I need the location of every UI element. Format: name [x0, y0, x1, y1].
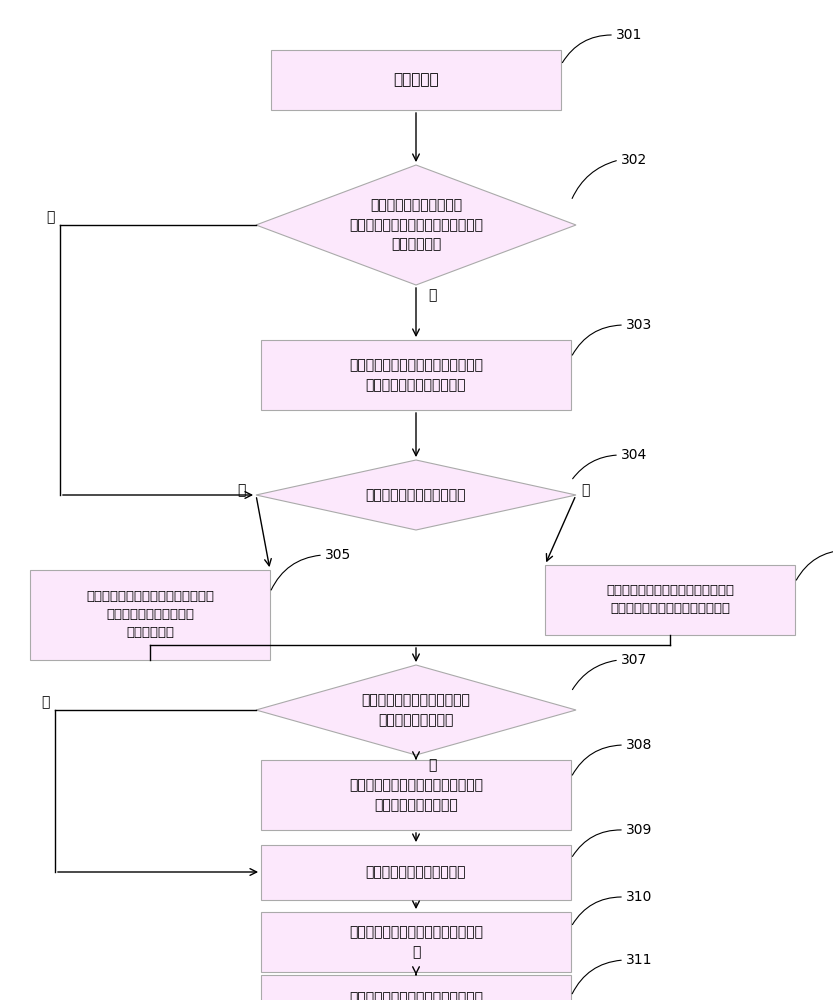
Text: 利用参考帧缓存中的短期参考帧对所
述视频帧进行编码，生成编码数据: 利用参考帧缓存中的短期参考帧对所 述视频帧进行编码，生成编码数据 [606, 584, 734, 615]
Text: 利用参考帧缓存中的生效长期参考帧
对所述视频帧进行编码，
生成编码数据: 利用参考帧缓存中的生效长期参考帧 对所述视频帧进行编码， 生成编码数据 [86, 590, 214, 640]
Text: 302: 302 [621, 153, 647, 167]
Text: 将所述长期参考帧反馈针对的待生效
的长期参考帧标记为生效的长期参考
帧: 将所述长期参考帧反馈针对的待生效 的长期参考帧标记为生效的长期参考 帧 [349, 991, 483, 1000]
Text: 判断所述视频帧是否被标记为
待生效的长期参考帧: 判断所述视频帧是否被标记为 待生效的长期参考帧 [362, 693, 471, 727]
Bar [30, 570, 270, 660]
Text: 303: 303 [626, 318, 652, 332]
Text: 301: 301 [616, 28, 642, 42]
Bar [261, 975, 571, 1000]
Text: 305: 305 [325, 548, 352, 562]
Bar [271, 50, 561, 110]
Text: 否: 否 [47, 210, 55, 224]
Bar [261, 760, 571, 830]
Text: 307: 307 [621, 653, 647, 667]
Bar [261, 340, 571, 410]
Text: 否: 否 [581, 483, 590, 497]
Text: 在所述编码数据中设置标示所述视频
帧为长期参考帧的信息: 在所述编码数据中设置标示所述视频 帧为长期参考帧的信息 [349, 778, 483, 812]
Text: 308: 308 [626, 738, 652, 752]
Text: 309: 309 [626, 823, 652, 837]
Text: 是: 是 [428, 288, 436, 302]
Text: 获取视频帧: 获取视频帧 [393, 73, 439, 88]
Polygon shape [256, 665, 576, 755]
Text: 接收来自所述解码端的长期参考帧反
馈: 接收来自所述解码端的长期参考帧反 馈 [349, 925, 483, 959]
Bar [261, 845, 571, 900]
Text: 310: 310 [626, 890, 652, 904]
Bar [261, 912, 571, 972]
Text: 向解码端发送所述编码数据: 向解码端发送所述编码数据 [366, 865, 466, 880]
Text: 将所述视频帧添加到参考帧缓存中并
标记为待生效的长期参考帧: 将所述视频帧添加到参考帧缓存中并 标记为待生效的长期参考帧 [349, 358, 483, 392]
Text: 311: 311 [626, 953, 652, 967]
Text: 304: 304 [621, 448, 647, 462]
Bar [545, 565, 795, 635]
Polygon shape [256, 460, 576, 530]
Text: 判断是否满足周期定时和
所述视频帧与先前的长期参考帧之差
超过第一阈值: 判断是否满足周期定时和 所述视频帧与先前的长期参考帧之差 超过第一阈值 [349, 198, 483, 251]
Text: 是: 是 [428, 758, 436, 772]
Text: 判断是否满足第二预设条件: 判断是否满足第二预设条件 [366, 488, 466, 502]
Text: 否: 否 [42, 695, 50, 709]
Text: 是: 是 [237, 483, 246, 497]
Polygon shape [256, 165, 576, 285]
